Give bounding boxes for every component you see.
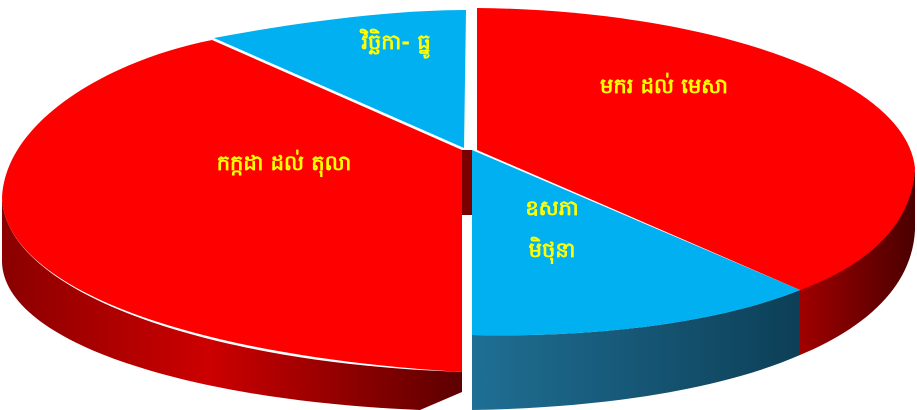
slice-side-inner [462,150,472,215]
slice-label-makara-mesa: មករ ដល់ មេសា [600,72,728,98]
slice-label-kakkada-tola: កក្កដា ដល់ តុលា [217,149,352,178]
slice-label-mithona: មិថុនា [529,236,576,265]
slice-label-osapha: ឧសភា [525,196,578,220]
